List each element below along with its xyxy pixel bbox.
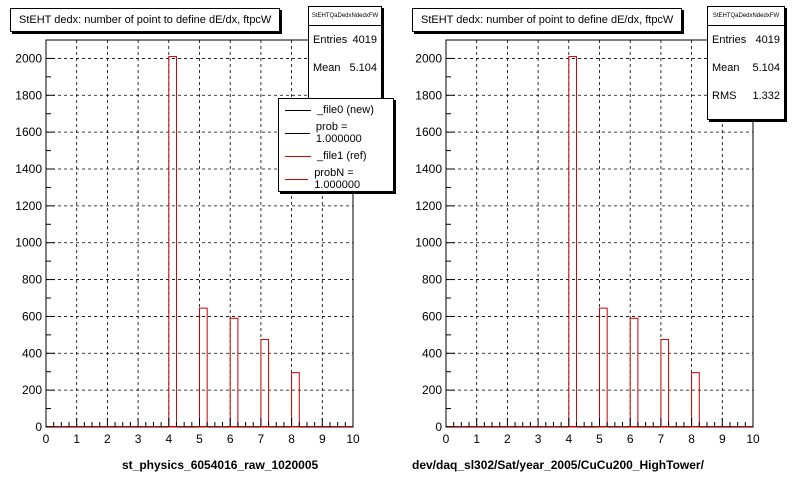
x-tick-label: 9 bbox=[719, 432, 726, 446]
stats-row-mean: Mean 5.104 bbox=[712, 62, 780, 74]
x-tick-label: 10 bbox=[346, 432, 360, 446]
legend-item-probn: probN = 1.000000 bbox=[279, 167, 393, 191]
x-tick-label: 3 bbox=[135, 432, 142, 446]
stats-name: StEHTQaDedxNdedxFW bbox=[708, 7, 784, 26]
stats-row-mean: Mean 5.104 bbox=[313, 62, 377, 74]
x-tick-label: 9 bbox=[319, 432, 326, 446]
y-tick-label: 0 bbox=[35, 420, 42, 434]
x-tick-label: 7 bbox=[658, 432, 665, 446]
y-tick-label: 1200 bbox=[415, 199, 442, 213]
stats-row-entries: Entries 4019 bbox=[313, 34, 377, 46]
x-tick-label: 6 bbox=[627, 432, 634, 446]
y-tick-label: 600 bbox=[22, 309, 42, 323]
legend-item-prob: prob = 1.000000 bbox=[279, 121, 393, 145]
x-tick-label: 0 bbox=[43, 432, 50, 446]
x-tick-label: 2 bbox=[104, 432, 111, 446]
x-tick-label: 8 bbox=[288, 432, 295, 446]
y-tick-label: 1200 bbox=[15, 199, 42, 213]
stats-box-right: StEHTQaDedxNdedxFW Entries 4019 Mean 5.104… bbox=[707, 6, 785, 120]
y-tick-label: 200 bbox=[22, 383, 42, 397]
stats-row-entries: Entries 4019 bbox=[712, 34, 780, 46]
x-tick-label: 8 bbox=[688, 432, 695, 446]
legend-left: _file0 (new) prob = 1.000000 _file1 (ref… bbox=[278, 98, 394, 192]
y-tick-label: 400 bbox=[422, 346, 442, 360]
y-tick-label: 800 bbox=[22, 273, 42, 287]
x-tick-label: 1 bbox=[73, 432, 80, 446]
x-tick-label: 0 bbox=[443, 432, 450, 446]
chart-title-right: StEHT dedx: number of point to define dE… bbox=[412, 8, 683, 32]
stats-box-left: StEHTQaDedxNdedxFW Entries 4019 Mean 5.104 bbox=[308, 6, 382, 100]
chart-title-left: StEHT dedx: number of point to define dE… bbox=[10, 8, 281, 32]
x-tick-label: 5 bbox=[196, 432, 203, 446]
y-tick-label: 1400 bbox=[415, 162, 442, 176]
x-caption-right: dev/daq_sl302/Sat/year_2005/CuCu200_High… bbox=[412, 458, 704, 472]
y-tick-label: 200 bbox=[422, 383, 442, 397]
y-tick-label: 1600 bbox=[415, 125, 442, 139]
x-caption-left: st_physics_6054016_raw_1020005 bbox=[122, 458, 319, 472]
y-tick-label: 1800 bbox=[415, 88, 442, 102]
x-tick-label: 4 bbox=[565, 432, 572, 446]
x-tick-label: 3 bbox=[535, 432, 542, 446]
x-tick-label: 5 bbox=[596, 432, 603, 446]
legend-item-file0: _file0 (new) bbox=[279, 99, 393, 121]
y-tick-label: 1000 bbox=[415, 236, 442, 250]
x-tick-label: 1 bbox=[473, 432, 480, 446]
x-tick-label: 4 bbox=[165, 432, 172, 446]
y-tick-label: 1000 bbox=[15, 236, 42, 250]
histogram-right: 0 1 2 3 4 5 6 7 8 9 10 0 200 400 600 800 1000 1200 1400 160… bbox=[415, 39, 760, 446]
x-tick-label: 10 bbox=[746, 432, 760, 446]
y-tick-label: 1600 bbox=[15, 125, 42, 139]
stats-name: StEHTQaDedxNdedxFW bbox=[309, 7, 381, 26]
stats-row-rms: RMS 1.332 bbox=[712, 90, 780, 102]
y-tick-label: 0 bbox=[435, 420, 442, 434]
y-tick-label: 2000 bbox=[15, 51, 42, 65]
x-tick-label: 2 bbox=[504, 432, 511, 446]
y-tick-label: 1800 bbox=[15, 88, 42, 102]
y-tick-label: 1400 bbox=[15, 162, 42, 176]
y-tick-label: 600 bbox=[422, 309, 442, 323]
y-tick-label: 400 bbox=[22, 346, 42, 360]
legend-item-file1: _file1 (ref) bbox=[279, 145, 393, 167]
y-tick-label: 800 bbox=[422, 273, 442, 287]
x-tick-label: 6 bbox=[227, 432, 234, 446]
x-tick-label: 7 bbox=[258, 432, 265, 446]
y-tick-label: 2000 bbox=[415, 51, 442, 65]
